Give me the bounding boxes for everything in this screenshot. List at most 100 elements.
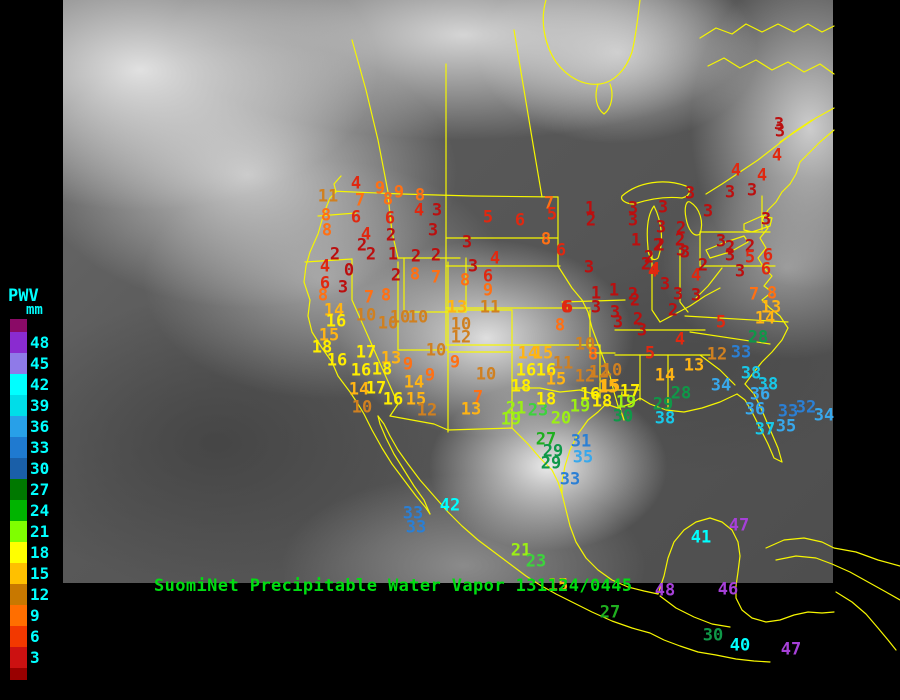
- station-value: 8: [383, 192, 393, 209]
- station-value: 4: [772, 148, 782, 165]
- station-value: 13: [684, 358, 704, 375]
- station-value: 18: [511, 379, 531, 396]
- lake-huron: [685, 202, 701, 235]
- legend-swatch: [10, 605, 27, 626]
- station-value: 4: [414, 203, 424, 220]
- bc-alberta-border: [352, 40, 388, 192]
- station-value: 1: [609, 283, 619, 300]
- station-value: 3: [591, 300, 601, 317]
- station-value: 47: [781, 642, 801, 659]
- border-mexico-south: [390, 416, 562, 494]
- legend-label: 42: [30, 374, 62, 395]
- station-value: 7: [431, 270, 441, 287]
- station-value: 9: [450, 355, 460, 372]
- station-value: 8: [588, 347, 598, 364]
- station-value: 5: [645, 346, 655, 363]
- station-value: 3: [703, 204, 713, 221]
- station-value: 16: [383, 392, 403, 409]
- coastline-central-america: [660, 596, 730, 627]
- station-value: 3: [613, 315, 623, 332]
- station-value: 28: [671, 386, 691, 403]
- legend-label: 27: [30, 479, 62, 500]
- station-value: 29: [541, 456, 561, 473]
- coastline-islands-br: [836, 592, 896, 650]
- station-value: 2: [668, 303, 678, 320]
- station-value: 2: [630, 293, 640, 310]
- station-value: 8: [541, 232, 551, 249]
- legend-swatch: [10, 374, 27, 395]
- legend-label: 39: [30, 395, 62, 416]
- legend-swatch: [10, 626, 27, 647]
- station-value: 11: [480, 300, 500, 317]
- station-value: 5: [483, 210, 493, 227]
- legend-label: 21: [30, 521, 62, 542]
- station-value: 3: [725, 185, 735, 202]
- legend-label: 3: [30, 647, 62, 668]
- legend-swatch: [10, 563, 27, 584]
- station-value: 30: [703, 628, 723, 645]
- legend-swatch: [10, 395, 27, 416]
- legend-swatch: [10, 542, 27, 563]
- station-value: 3: [468, 259, 478, 276]
- station-value: 3: [338, 280, 348, 297]
- station-value: 3: [656, 220, 666, 237]
- station-value: 5: [547, 207, 557, 224]
- station-value: 33: [406, 520, 426, 537]
- james-bay: [596, 84, 612, 114]
- station-value: 16: [351, 363, 371, 380]
- satellite-map-view: 4991178886643834222212240632878356751286…: [0, 0, 900, 700]
- legend-label: 36: [30, 416, 62, 437]
- station-value: 11: [318, 189, 338, 206]
- station-value: 3: [775, 124, 785, 141]
- legend-swatch: [10, 416, 27, 437]
- station-value: 3: [676, 243, 686, 260]
- labrador-coast-2: [708, 58, 834, 74]
- station-value: 3: [660, 277, 670, 294]
- legend-label: 24: [30, 500, 62, 521]
- station-value: 5: [745, 250, 755, 267]
- station-value: 19: [501, 412, 521, 429]
- legend-label: 33: [30, 437, 62, 458]
- station-value: 20: [551, 411, 571, 428]
- legend-swatch: [10, 437, 27, 458]
- station-value: 3: [735, 264, 745, 281]
- station-value: 7: [364, 290, 374, 307]
- station-value: 3: [462, 235, 472, 252]
- sk-mb-border: [514, 30, 542, 197]
- coastline-maine: [790, 130, 834, 184]
- legend-label: 45: [30, 353, 62, 374]
- station-value: 8: [322, 223, 332, 240]
- station-value: 34: [814, 408, 834, 425]
- station-value: 12: [417, 403, 437, 420]
- station-value: 7: [749, 287, 759, 304]
- station-value: 27: [600, 605, 620, 622]
- station-value: 47: [729, 518, 749, 535]
- station-value: 10: [426, 343, 446, 360]
- station-value: 2: [411, 249, 421, 266]
- station-value: 8: [381, 288, 391, 305]
- station-value: 10: [476, 367, 496, 384]
- station-value: 23: [526, 554, 546, 571]
- station-value: 3: [637, 323, 647, 340]
- station-value: 9: [425, 368, 435, 385]
- labrador-coast-1: [700, 24, 834, 38]
- coastline-baja-east: [378, 416, 430, 514]
- legend-label: 15: [30, 563, 62, 584]
- legend-label: 30: [30, 458, 62, 479]
- station-value: 12: [707, 347, 727, 364]
- pwv-legend: PWV mm 48454239363330272421181512963: [8, 289, 62, 317]
- station-value: 3: [658, 200, 668, 217]
- station-value: 6: [563, 300, 573, 317]
- station-value: 3: [761, 212, 771, 229]
- hudson-bay: [543, 0, 640, 84]
- station-value: 2: [386, 228, 396, 245]
- station-value: 40: [730, 638, 750, 655]
- station-value: 3: [628, 213, 638, 230]
- station-value: 42: [440, 498, 460, 515]
- station-value: 8: [555, 318, 565, 335]
- station-value: 9: [403, 357, 413, 374]
- station-value: 13: [461, 402, 481, 419]
- station-value: 3: [747, 183, 757, 200]
- station-value: 35: [776, 419, 796, 436]
- station-value: 18: [536, 392, 556, 409]
